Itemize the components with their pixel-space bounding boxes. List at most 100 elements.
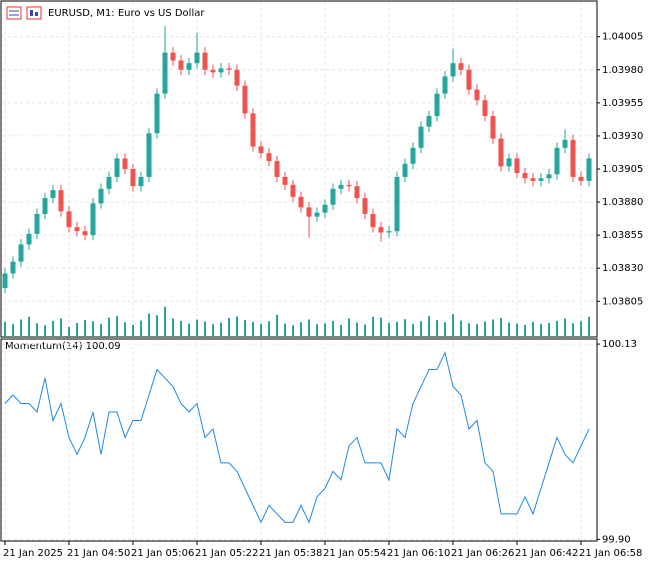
candle-body <box>394 176 400 232</box>
candle-body <box>74 227 80 232</box>
volume-bar <box>52 320 54 337</box>
x-tick-label: 21 Jan 05:06 <box>131 548 194 559</box>
y-tick-label: 100.13 <box>602 339 637 350</box>
volume-bar <box>36 323 38 337</box>
y-tick-label: 1.03980 <box>602 65 643 76</box>
candle-body <box>146 133 152 177</box>
candle-body <box>186 63 192 70</box>
chart-title: EURUSD, M1: Euro vs US Dollar <box>48 8 205 19</box>
candle-body <box>570 139 576 177</box>
x-tick-label: 21 Jan 05:54 <box>323 548 386 559</box>
candle-body <box>418 126 424 148</box>
candle-body <box>314 212 320 217</box>
volume-bar <box>92 321 94 337</box>
candle-body <box>282 176 288 185</box>
volume-bar <box>180 320 182 337</box>
candle-body <box>114 158 120 177</box>
volume-bar <box>372 316 374 337</box>
candle-body <box>482 100 488 117</box>
volume-bar <box>236 316 238 337</box>
volume-bar <box>100 323 102 337</box>
volume-bar <box>228 317 230 337</box>
candle-body <box>154 93 160 134</box>
volume-bar <box>308 319 310 337</box>
candle-body <box>194 52 200 64</box>
candle-body <box>82 231 88 236</box>
candle-body <box>218 68 224 73</box>
volume-bar <box>348 318 350 337</box>
volume-bar <box>516 323 518 337</box>
volume-bar <box>212 324 214 337</box>
candle-body <box>522 172 528 179</box>
candle-body <box>170 52 176 61</box>
volume-bar <box>556 320 558 337</box>
candle-body <box>346 184 352 187</box>
candle-body <box>458 63 464 70</box>
volume-bar <box>324 323 326 337</box>
candle-body <box>322 204 328 213</box>
volume-bar <box>332 320 334 337</box>
volume-bar <box>116 316 118 337</box>
candle-body <box>514 158 520 173</box>
candle-body <box>530 178 536 181</box>
candle-body <box>562 139 568 148</box>
icon <box>26 6 42 20</box>
candle-body <box>554 147 560 175</box>
volume-bar <box>476 324 478 337</box>
volume-bar <box>580 321 582 337</box>
y-tick-label: 1.03880 <box>602 197 643 208</box>
candle-body <box>498 138 504 167</box>
volume-bar <box>204 321 206 337</box>
indicator-line <box>4 351 590 524</box>
x-tick-label: 21 Jan 05:38 <box>259 548 322 559</box>
volume-bar <box>132 324 134 337</box>
icon <box>30 10 33 16</box>
volume-bar <box>532 321 534 337</box>
volume-bar <box>108 317 110 337</box>
volume-bar <box>428 316 430 337</box>
candle-body <box>210 69 216 73</box>
candle-body <box>242 85 248 114</box>
indicator-title: Momentum(14) 100.09 <box>5 341 121 352</box>
x-tick-label: 21 Jan 06:10 <box>387 548 450 559</box>
x-tick-label: 21 Jan 06:58 <box>579 548 642 559</box>
volume-bar <box>156 315 158 337</box>
volume-bar <box>340 324 342 337</box>
indicator-pane <box>0 338 598 542</box>
candle-body <box>138 176 144 187</box>
x-tick-label: 21 Jan 05:22 <box>195 548 258 559</box>
volume-bar <box>252 321 254 337</box>
volume-bar <box>284 323 286 337</box>
candle-body <box>474 89 480 101</box>
volume-bar <box>412 323 414 337</box>
candle-body <box>50 190 56 199</box>
volume-bar <box>60 318 62 337</box>
candle-body <box>122 158 128 169</box>
volume-bar <box>492 319 494 337</box>
candle-body <box>258 146 264 154</box>
candle-body <box>290 184 296 197</box>
candle-body <box>274 161 280 177</box>
candle-body <box>426 116 432 127</box>
candle-body <box>306 207 312 217</box>
candle-body <box>450 63 456 77</box>
volume-bar <box>76 322 78 337</box>
volume-bar <box>404 319 406 337</box>
volume-bar <box>292 325 294 337</box>
volume-bar <box>436 320 438 337</box>
y-tick-label: 1.04005 <box>602 32 643 43</box>
volume-bar <box>420 321 422 337</box>
candle-body <box>226 68 232 70</box>
volume-bar <box>260 323 262 337</box>
volume-bar <box>4 321 6 337</box>
volume-bar <box>452 314 454 337</box>
x-tick-label: 21 Jan 06:26 <box>451 548 514 559</box>
candle-body <box>2 273 8 289</box>
volume-bar <box>124 322 126 337</box>
volume-bar <box>460 320 462 337</box>
candle-body <box>66 211 72 228</box>
volume-bar <box>220 322 222 337</box>
volume-bar <box>12 324 14 337</box>
volume-bar <box>564 318 566 337</box>
candle-body <box>370 213 376 228</box>
